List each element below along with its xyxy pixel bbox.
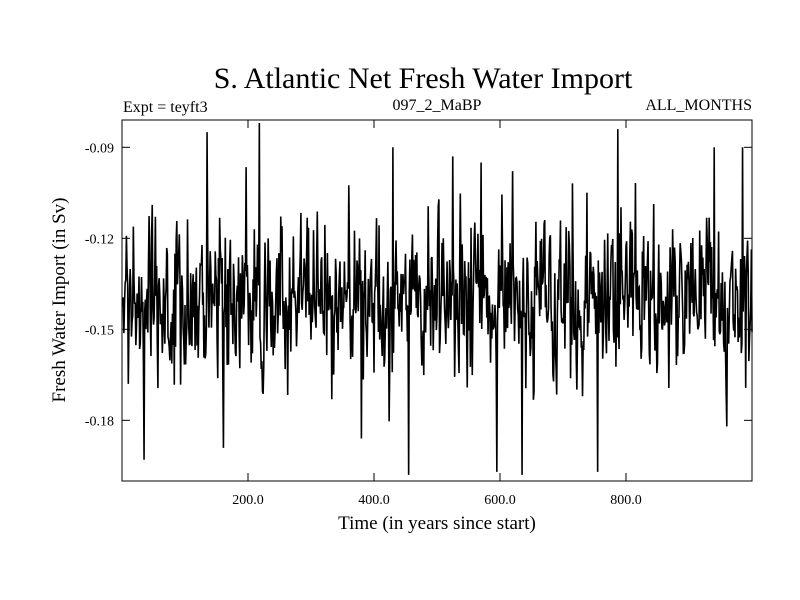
chart-title: S. Atlantic Net Fresh Water Import	[214, 62, 633, 95]
x-tick-label: 200.0	[232, 493, 264, 508]
y-tick-label: -0.18	[85, 414, 114, 429]
x-tick-label: 600.0	[484, 493, 516, 508]
y-axis-label: Fresh Water Import (in Sv)	[49, 198, 70, 403]
y-axis-ticks: -0.09 -0.12 -0.15 -0.18	[85, 141, 752, 429]
x-tick-label: 800.0	[610, 493, 642, 508]
x-axis-ticks: 200.0 400.0 600.0 800.0	[232, 120, 642, 508]
months-label: ALL_MONTHS	[645, 97, 752, 114]
y-tick-label: -0.12	[85, 232, 114, 247]
series-line-fresh-water-import	[121, 123, 753, 475]
x-axis-label: Time (in years since start)	[338, 513, 536, 534]
x-tick-label: 400.0	[358, 493, 390, 508]
experiment-label: Expt = teyft3	[123, 99, 208, 116]
y-tick-label: -0.09	[85, 141, 114, 156]
y-tick-label: -0.15	[85, 323, 114, 338]
period-label: 097_2_MaBP	[393, 97, 482, 114]
